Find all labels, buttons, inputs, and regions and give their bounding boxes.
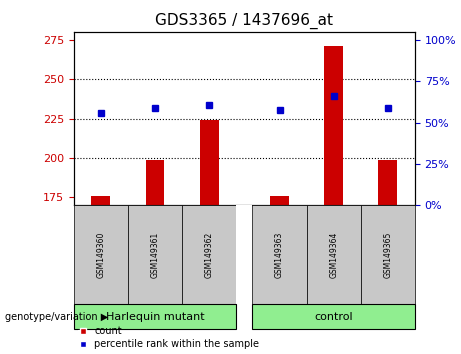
Text: GSM149365: GSM149365: [384, 232, 392, 278]
Bar: [200, 120, 219, 205]
Text: GSM149361: GSM149361: [150, 232, 160, 278]
Bar: [378, 160, 397, 205]
Bar: [361, 205, 415, 304]
Text: GSM149363: GSM149363: [275, 232, 284, 278]
Text: genotype/variation ▶: genotype/variation ▶: [5, 312, 108, 322]
Text: control: control: [314, 312, 353, 322]
Bar: [91, 196, 110, 205]
Bar: [324, 46, 343, 205]
Bar: [74, 304, 236, 329]
Bar: [74, 205, 128, 304]
Bar: [270, 196, 289, 205]
Legend: count, percentile rank within the sample: count, percentile rank within the sample: [79, 326, 259, 349]
Bar: [253, 304, 415, 329]
Bar: [146, 160, 165, 205]
Text: GSM149360: GSM149360: [96, 232, 105, 278]
Bar: [128, 205, 182, 304]
Bar: [253, 205, 307, 304]
Bar: [182, 205, 236, 304]
Text: GSM149364: GSM149364: [329, 232, 338, 278]
Bar: [307, 205, 361, 304]
Text: GSM149362: GSM149362: [205, 232, 213, 278]
Bar: [236, 205, 253, 304]
Text: Harlequin mutant: Harlequin mutant: [106, 312, 204, 322]
Title: GDS3365 / 1437696_at: GDS3365 / 1437696_at: [155, 13, 333, 29]
